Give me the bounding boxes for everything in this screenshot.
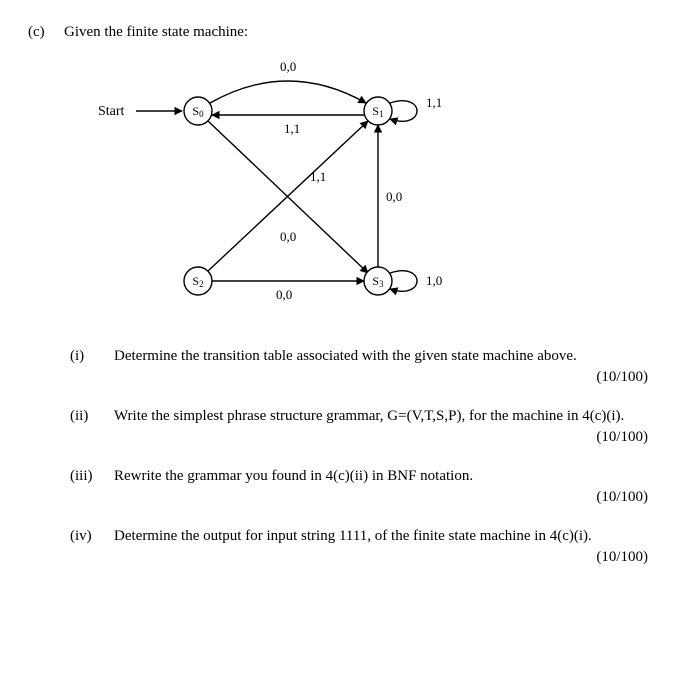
subpart-text: Write the simplest phrase structure gram… [114,408,648,425]
subpart-text: Rewrite the grammar you found in 4(c)(ii… [114,468,648,485]
edge-label-s0-s3: 1,1 [310,169,326,184]
edge-label-s2-s1: 0,0 [280,229,296,244]
subpart-i: (i) Determine the transition table assoc… [28,348,648,386]
subpart-marks: (10/100) [114,489,648,506]
part-header: (c) Given the finite state machine: [28,24,648,41]
edge-s3-loop [390,271,417,292]
edge-label-s1-loop: 1,1 [426,95,442,110]
edge-label-s0-s1: 0,0 [280,59,296,74]
edge-s1-loop [390,101,417,122]
subpart-ii: (ii) Write the simplest phrase structure… [28,408,648,446]
subpart-marks: (10/100) [114,369,648,386]
subpart-iv: (iv) Determine the output for input stri… [28,528,648,566]
subpart-num: (iii) [64,468,114,485]
part-label: (c) [28,24,64,41]
fsm-diagram: Start 0,0 1,1 1,1 1,1 0,0 0,0 0,0 1,0 S0… [28,51,648,326]
edge-s0-s1 [210,81,366,103]
edge-label-s2-s3: 0,0 [276,287,292,302]
subpart-text: Determine the transition table associate… [114,348,648,365]
subpart-num: (iv) [64,528,114,545]
subpart-num: (i) [64,348,114,365]
subpart-iii: (iii) Rewrite the grammar you found in 4… [28,468,648,506]
edge-label-s3-loop: 1,0 [426,273,442,288]
edge-label-s3-s1: 0,0 [386,189,402,204]
intro-text: Given the finite state machine: [64,24,648,41]
edge-label-s1-s0: 1,1 [284,121,300,136]
subpart-text: Determine the output for input string 11… [114,528,648,545]
subpart-marks: (10/100) [114,429,648,446]
subpart-marks: (10/100) [114,549,648,566]
start-label: Start [98,104,125,119]
subpart-num: (ii) [64,408,114,425]
fsm-svg: Start 0,0 1,1 1,1 1,1 0,0 0,0 0,0 1,0 S0… [28,51,548,321]
